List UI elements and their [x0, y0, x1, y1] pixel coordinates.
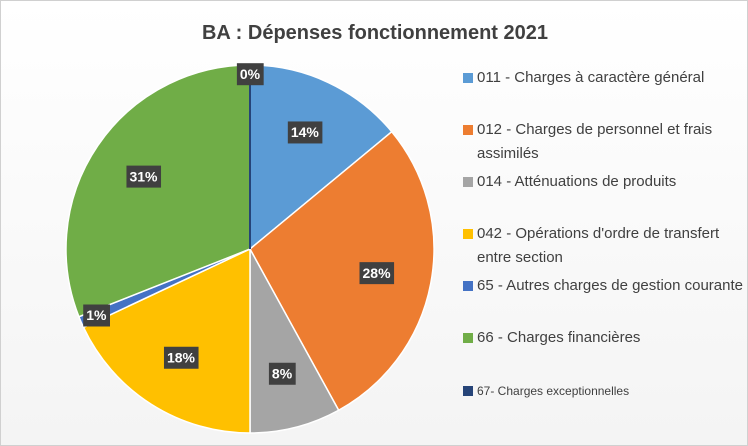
legend-label: 67- Charges exceptionnelles [477, 384, 630, 398]
legend-label: 012 - Charges de personnel et frais assi… [477, 121, 713, 162]
legend-item: 65 - Autres charges de gestion courante [463, 274, 747, 298]
legend-label: 011 - Charges à caractère général [477, 69, 705, 86]
data-label-bg [126, 165, 162, 188]
data-label-bg [268, 362, 296, 385]
legend-swatch [463, 177, 473, 187]
legend-swatch [463, 125, 473, 135]
data-label: 1% [83, 304, 111, 327]
data-label-text: 31% [129, 168, 158, 184]
data-label-bg [287, 121, 323, 144]
data-label-bg [359, 262, 395, 285]
legend-swatch [463, 386, 473, 396]
legend-swatch [463, 281, 473, 291]
legend-item: 66 - Charges financières [463, 326, 747, 350]
data-label-text: 28% [363, 265, 392, 281]
data-label-text: 0% [240, 66, 261, 82]
pie-slice [249, 130, 435, 412]
legend-label: 014 - Atténuations de produits [477, 173, 677, 190]
data-label-bg [83, 304, 111, 327]
data-label-text: 1% [86, 307, 107, 323]
legend-item: 042 - Opérations d'ordre de transfert en… [463, 222, 747, 270]
legend-swatch [463, 73, 473, 83]
data-label: 31% [126, 165, 162, 188]
legend-item: 67- Charges exceptionnelles [463, 379, 747, 403]
pie-slice [249, 248, 340, 434]
legend-label: 042 - Opérations d'ordre de transfert en… [477, 225, 720, 266]
legend-item: 012 - Charges de personnel et frais assi… [463, 118, 747, 166]
data-label-bg [236, 63, 264, 86]
data-label: 14% [287, 121, 323, 144]
data-label-bg [163, 346, 199, 369]
data-label: 0% [236, 63, 264, 86]
pie-slice [65, 64, 251, 318]
data-label-text: 8% [272, 365, 293, 381]
legend-item: 011 - Charges à caractère général [463, 66, 747, 90]
legend-label: 65 - Autres charges de gestion courante [477, 277, 744, 294]
legend-label: 66 - Charges financières [477, 329, 641, 346]
data-label: 18% [163, 346, 199, 369]
data-label-text: 18% [167, 349, 196, 365]
legend-swatch [463, 333, 473, 343]
chart-title: BA : Dépenses fonctionnement 2021 [202, 22, 548, 44]
data-label: 8% [268, 362, 296, 385]
data-label-text: 14% [291, 124, 320, 140]
data-label: 28% [359, 262, 395, 285]
legend-swatch [463, 229, 473, 239]
legend-item: 014 - Atténuations de produits [463, 170, 747, 194]
pie-slice [82, 247, 251, 434]
